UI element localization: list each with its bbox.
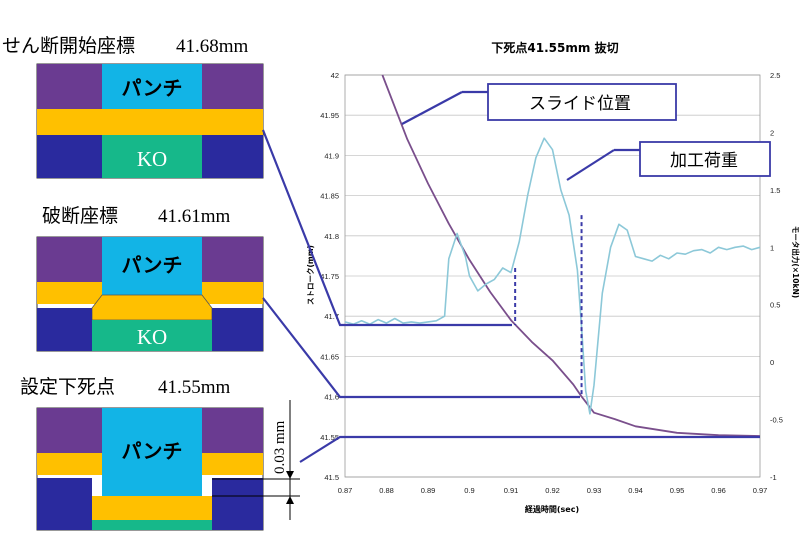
stage-3-title: 設定下死点 <box>20 376 115 398</box>
stage-3-lower-right <box>212 478 263 530</box>
y2-tick-label: 1 <box>770 243 774 252</box>
stage-3: 設定下死点 41.55mm パンチ 0.03 mm <box>20 376 300 531</box>
stage-1-die-right <box>202 64 263 109</box>
stage-3-punch <box>102 408 202 496</box>
stage-1-title: せん断開始座標 <box>2 35 135 57</box>
y-tick-label: 41.65 <box>320 352 339 361</box>
x-tick-label: 0.97 <box>753 486 768 495</box>
stage-1-ko-label: KO <box>137 147 167 171</box>
y2-tick-label: 2 <box>770 128 774 137</box>
y2-tick-label: 1.5 <box>770 186 780 195</box>
y-tick-label: 41.85 <box>320 192 339 201</box>
x-tick-label: 0.96 <box>711 486 726 495</box>
y-tick-label: 41.5 <box>324 473 339 482</box>
stage-3-workpiece-right <box>202 453 263 475</box>
callout-load-box <box>639 141 771 177</box>
stage-2-lower-left <box>37 308 92 351</box>
stage-connectors <box>261 129 760 463</box>
y2-tick-label: 2.5 <box>770 71 780 80</box>
y-tick-label: 41.75 <box>320 272 339 281</box>
chart-marks <box>344 74 761 437</box>
x-tick-label: 0.94 <box>628 486 643 495</box>
stage-2-ko <box>92 320 212 351</box>
stage-1-punch-label: パンチ <box>122 76 183 100</box>
y-tick-label: 41.95 <box>320 111 339 120</box>
stage-2: 破断座標 41.61mm パンチ KO <box>36 205 264 352</box>
x-tick-label: 0.93 <box>587 486 602 495</box>
stage-3-value: 41.55mm <box>158 377 231 398</box>
stage-1-ko <box>102 135 202 178</box>
chart-grid <box>345 74 760 478</box>
x-tick-label: 0.88 <box>379 486 394 495</box>
stage-3-slug <box>92 496 212 520</box>
stage-1-punch <box>102 64 202 109</box>
y2-axis-ticks: -1 -0.5 0 0.5 1 1.5 2 2.5 <box>770 71 783 482</box>
stage-2-slug <box>91 294 213 321</box>
y-tick-label: 41.7 <box>324 312 339 321</box>
stage-3-die-right <box>202 408 263 453</box>
connector-stage-3 <box>299 435 760 463</box>
callouts: スライド位置 加工荷重 <box>401 83 771 181</box>
stage-2-workpiece-right <box>202 282 263 304</box>
stage-1: せん断開始座標 41.68mm パンチ KO <box>2 35 264 179</box>
x-tick-label: 0.87 <box>338 486 353 495</box>
stage-3-punch-label: パンチ <box>122 439 183 463</box>
stage-3-die-left <box>37 408 102 453</box>
y2-tick-label: -0.5 <box>770 416 783 425</box>
stage-2-ko-label: KO <box>137 325 167 349</box>
x-tick-label: 0.91 <box>504 486 519 495</box>
y2-tick-label: 0.5 <box>770 301 780 310</box>
stage-3-lower-left <box>37 478 92 530</box>
chart-title: 下死点41.55mm 抜切 <box>491 40 618 55</box>
y2-tick-label: -1 <box>770 473 777 482</box>
connector-stage-1 <box>261 129 512 327</box>
y-tick-label: 41.6 <box>324 393 339 402</box>
chart: 下死点41.55mm 抜切 41.5 41.55 41.6 41.65 41.7 41.7… <box>305 40 800 514</box>
callout-slide-leader <box>401 91 463 125</box>
callout-slide-label: スライド位置 <box>529 94 631 114</box>
stage-1-die-left <box>37 64 102 109</box>
x-tick-label: 0.92 <box>545 486 560 495</box>
stage-1-lower-right <box>202 135 263 178</box>
x-axis-ticks: 0.87 0.88 0.89 0.9 0.91 0.92 0.93 0.94 0.95 0.96 0… <box>338 486 768 495</box>
stage-2-workpiece-left <box>37 282 102 304</box>
stage-2-lower-right <box>212 308 263 351</box>
callout-load-label: 加工荷重 <box>670 151 738 171</box>
stage-2-punch-label: パンチ <box>122 253 183 277</box>
x-tick-label: 0.95 <box>670 486 685 495</box>
series-line-load <box>344 137 761 415</box>
y-tick-label: 41.55 <box>320 433 339 442</box>
stage-1-value: 41.68mm <box>176 36 249 57</box>
stage-1-workpiece <box>37 109 263 135</box>
stage-2-die-right <box>202 237 263 282</box>
x-tick-label: 0.89 <box>421 486 436 495</box>
stage-3-workpiece-left <box>37 453 102 475</box>
stage-2-punch <box>102 237 202 295</box>
y-tick-label: 41.9 <box>324 151 339 160</box>
x-tick-label: 0.9 <box>464 486 474 495</box>
stage-1-lower-left <box>37 135 102 178</box>
y-tick-label: 42 <box>331 71 339 80</box>
dimension-label: 0.03 mm <box>272 420 288 474</box>
stage-2-value: 41.61mm <box>158 206 231 227</box>
dimension-marker <box>212 400 300 520</box>
connector-stage-2 <box>262 297 580 399</box>
y2-axis-label: モータ出力(×10kN) <box>791 226 800 298</box>
y-axis-label: ストローク(mm) <box>305 245 315 305</box>
callout-slide-box <box>487 83 677 121</box>
y2-tick-label: 0 <box>770 358 774 367</box>
y-tick-label: 41.8 <box>324 232 339 241</box>
stage-2-title: 破断座標 <box>42 205 118 227</box>
stage-2-die-left <box>37 237 102 282</box>
callout-load-leader <box>566 149 615 181</box>
y-axis-ticks: 41.5 41.55 41.6 41.65 41.7 41.75 41.8 41.85 41.9… <box>320 71 339 482</box>
x-axis-label: 経過時間(sec) <box>525 504 579 514</box>
stage-3-ko <box>92 520 212 530</box>
series-line-slide-position <box>381 74 761 437</box>
plot-area <box>344 74 761 478</box>
